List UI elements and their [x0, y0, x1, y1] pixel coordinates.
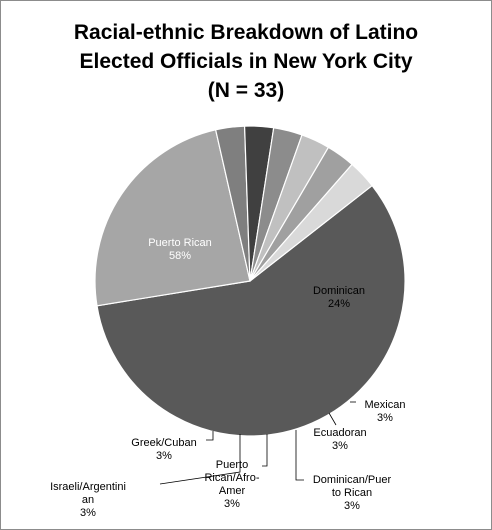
data-value-israeli-argentini-an: 3%	[80, 507, 96, 519]
data-label-dominican: Dominican 24%	[313, 285, 365, 310]
data-label-mexican: Mexican 3%	[365, 399, 406, 424]
data-label-dominican-puer-to-rican: Dominican/Puer to Rican 3%	[313, 474, 392, 512]
leader-line-dominican-puer-to-rican	[295, 430, 304, 481]
data-value-puerto-rican-afro-amer: 3%	[224, 498, 240, 510]
data-value-dominican: 24%	[328, 298, 350, 310]
data-label-greek-cuban: Greek/Cuban 3%	[131, 437, 196, 462]
chart-title: Racial-ethnic Breakdown of Latino Electe…	[0, 18, 492, 105]
leader-line-greek-cuban	[206, 431, 214, 441]
pie-slice-dominican	[94, 129, 251, 307]
data-label-ecuadoran: Ecuadoran 3%	[313, 427, 366, 452]
chart-title-line-1: Racial-ethnic Breakdown of Latino	[73, 21, 419, 44]
data-label-israeli-argentini-an: Israeli/Argentini an 3%	[50, 481, 126, 519]
chart-title-line-2: Elected Officials in New York City	[79, 50, 413, 73]
data-label-puerto-rican-afro-amer: Puerto Rican/Afro-Amer 3%	[204, 459, 259, 510]
leader-line-israeli-argentini-an	[159, 434, 241, 485]
data-value-ecuadoran: 3%	[332, 440, 348, 452]
pie-slice-greek-cuban	[249, 163, 373, 282]
chart-title-line-3: (N = 33)	[207, 79, 285, 102]
data-value-mexican: 3%	[377, 412, 393, 424]
leader-line-puerto-rican-afro-amer	[262, 434, 268, 467]
pie-slice-puerto-rican	[96, 184, 406, 437]
data-value-puerto-rican: 58%	[169, 250, 191, 262]
data-value-dominican-puer-to-rican: 3%	[344, 500, 360, 512]
leader-line-ecuadoran	[328, 412, 337, 426]
data-label-puerto-rican: Puerto Rican 58%	[148, 237, 212, 262]
data-value-greek-cuban: 3%	[156, 450, 172, 462]
